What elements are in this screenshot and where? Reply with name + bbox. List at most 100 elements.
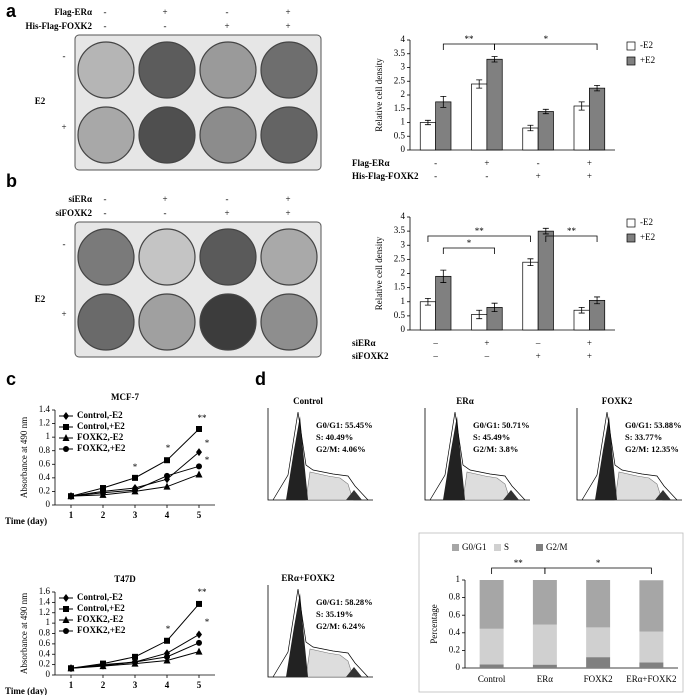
condition-sign: + xyxy=(162,194,167,204)
flow-stat: S: 33.77% xyxy=(625,432,662,442)
histogram-g1 xyxy=(595,416,617,500)
condition-sign: - xyxy=(164,208,167,218)
y-axis-label: Absorbance at 490 nm xyxy=(19,417,29,498)
condition-sign: - xyxy=(104,21,107,31)
bar-segment xyxy=(639,631,664,663)
condition-sign: + xyxy=(587,171,592,181)
significance-bracket xyxy=(442,43,495,50)
y-tick-label: 1.2 xyxy=(39,418,50,428)
significance-bracket xyxy=(545,235,598,242)
well xyxy=(260,228,318,286)
significance-label: * xyxy=(133,462,138,472)
error-bar xyxy=(527,258,534,266)
y-tick-label: 0 xyxy=(46,499,51,509)
bar-segment xyxy=(639,662,664,668)
y-tick-label: 0.6 xyxy=(449,609,461,619)
flow-stat: G2/M: 6.24% xyxy=(316,621,366,631)
bar xyxy=(573,105,590,151)
well xyxy=(260,293,318,351)
y-tick-label: 1.5 xyxy=(394,282,406,292)
y-axis-label: Relative cell density xyxy=(374,58,384,132)
panel-label: c xyxy=(6,369,16,389)
flow-stat: G2/M: 4.06% xyxy=(316,444,366,454)
bar xyxy=(471,83,488,151)
y-tick-label: 0 xyxy=(456,662,461,672)
condition-sign: + xyxy=(587,351,592,361)
flow-stat: S: 35.19% xyxy=(316,609,353,619)
legend-label: FOXK2,-E2 xyxy=(77,614,124,624)
error-bar xyxy=(491,56,498,63)
legend-marker xyxy=(63,446,69,452)
legend-swatch xyxy=(626,233,636,243)
bar xyxy=(419,122,436,151)
x-tick-label: 5 xyxy=(197,510,202,520)
legend-marker xyxy=(63,606,69,612)
point xyxy=(196,448,202,457)
significance-label: * xyxy=(166,443,171,453)
histogram-outline xyxy=(581,411,678,501)
flow-title: ERα xyxy=(456,396,474,406)
well xyxy=(199,41,257,99)
significance-label: * xyxy=(596,558,601,568)
condition-label: siERα xyxy=(68,194,92,204)
y-tick-label: 2 xyxy=(401,89,406,99)
legend-swatch xyxy=(626,56,636,66)
x-tick-label: ERα+FOXK2 xyxy=(626,674,676,684)
y-tick-label: 4 xyxy=(401,211,406,221)
bar xyxy=(522,127,539,151)
y-tick-label: 0.2 xyxy=(39,659,50,669)
condition-sign: - xyxy=(485,171,488,181)
y-tick-label: 1 xyxy=(456,574,461,584)
condition-sign: + xyxy=(285,194,290,204)
bar-segment xyxy=(532,624,557,665)
y-tick-label: 0 xyxy=(401,324,406,334)
legend-label: G2/M xyxy=(546,542,568,552)
condition-sign: + xyxy=(162,7,167,17)
x-tick-label: Control xyxy=(478,674,506,684)
flow-stat: S: 40.49% xyxy=(316,432,353,442)
legend-label: G0/G1 xyxy=(462,542,487,552)
y-tick-label: 2 xyxy=(401,268,406,278)
y-tick-label: 3.5 xyxy=(394,48,406,58)
condition-sign: - xyxy=(164,21,167,31)
condition-sign: + xyxy=(587,158,592,168)
y-tick-label: 4 xyxy=(401,34,406,44)
bar-segment xyxy=(479,580,504,629)
x-tick-label: 3 xyxy=(133,510,138,520)
legend-swatch xyxy=(626,41,636,51)
panel-label: a xyxy=(6,1,17,21)
condition-sign: + xyxy=(285,208,290,218)
y-tick-label: 3 xyxy=(401,62,406,72)
condition-sign: – xyxy=(535,338,541,348)
significance-label: ** xyxy=(198,413,208,423)
legend-marker xyxy=(62,434,70,441)
significance-label: ** xyxy=(567,226,577,236)
bar-segment xyxy=(532,664,557,668)
x-tick-label: 5 xyxy=(197,680,202,690)
point xyxy=(164,472,170,479)
histogram-outline xyxy=(429,411,526,501)
bar xyxy=(486,58,503,151)
x-tick-label: 4 xyxy=(165,680,170,690)
bar-segment xyxy=(639,580,664,632)
point xyxy=(163,482,171,490)
condition-sign: - xyxy=(537,158,540,168)
x-tick-label: ERα xyxy=(537,674,554,684)
condition-label: Flag-ERα xyxy=(54,7,92,17)
bar xyxy=(522,261,539,331)
significance-label: * xyxy=(166,624,171,634)
well xyxy=(77,228,135,286)
well xyxy=(260,106,318,164)
legend-swatch xyxy=(452,544,459,551)
point xyxy=(100,661,106,668)
legend-label: +E2 xyxy=(640,55,655,65)
bar-segment xyxy=(586,627,611,658)
error-bar xyxy=(527,124,534,132)
bar xyxy=(419,301,436,331)
condition-sign: + xyxy=(587,338,592,348)
condition-label: Flag-ERα xyxy=(352,158,390,168)
row-sign: - xyxy=(63,239,66,249)
significance-label: * xyxy=(205,617,210,627)
flow-stat: G2/M: 12.35% xyxy=(625,444,679,454)
y-tick-label: 0.5 xyxy=(394,130,406,140)
